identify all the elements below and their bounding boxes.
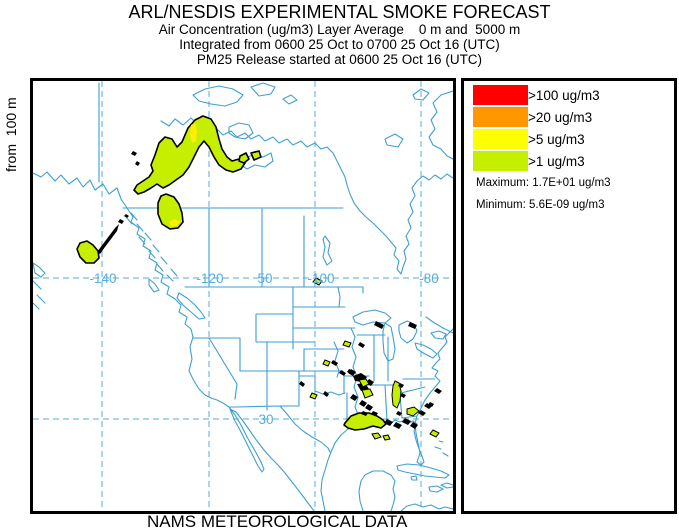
great-lakes (352, 309, 447, 362)
smoke-cluster-arkansas (348, 369, 374, 411)
cuba (396, 463, 450, 479)
smoke-bits-east-of-plume (238, 150, 262, 164)
lon-label-100: -100 (307, 271, 334, 286)
yucatan-central-america (358, 470, 454, 512)
legend-rows: >100 ug/m3 >20 ug/m3 >5 ug/m3 >1 ug/m3 (473, 85, 600, 173)
legend-swatch-orange (473, 107, 528, 127)
header: ARL/NESDIS EXPERIMENTAL SMOKE FORECAST A… (0, 0, 679, 67)
subtitle-release-info: PM25 Release started at 0600 25 Oct 16 (… (196, 52, 483, 67)
legend-swatch-green (473, 151, 528, 171)
legend-maximum: Maximum: 1.7E+01 ug/m3 (476, 177, 611, 189)
swatch-rect (473, 107, 528, 127)
pacific-coastline (32, 171, 315, 512)
smoke-speck-midwest (309, 277, 352, 400)
legend-row: >20 ug/m3 (473, 107, 600, 127)
smoke-plumes (76, 115, 442, 441)
swatch-rect (473, 85, 528, 105)
vancouver-island (176, 292, 206, 320)
smoke-hotspot-teardrop (169, 219, 180, 226)
smoke-plume-louisiana (343, 412, 387, 431)
coastlines (32, 82, 454, 512)
caribbean-islands (410, 440, 454, 493)
smoke-hotspot-nw (190, 123, 197, 143)
haida-gwaii (148, 278, 160, 293)
smoke-contour-streak (97, 224, 119, 254)
legend-row: >100 ug/m3 (473, 85, 600, 105)
lat-label-50: 50 (257, 271, 272, 286)
legend: >100 ug/m3 >20 ug/m3 >5 ug/m3 >1 ug/m3 M… (461, 78, 677, 514)
grid-labels: -140 -120 -100 -80 50 30 (89, 271, 438, 427)
lon-label-120: -120 (196, 271, 223, 286)
lon-label-140: -140 (89, 271, 116, 286)
smoke-contour-specks-gulfcoast (361, 411, 418, 429)
smoke-green-arkansas (358, 378, 374, 399)
legend-label: >1 ug/m3 (528, 154, 585, 169)
gulf-atlantic-coastline (320, 328, 454, 512)
legend-row: >1 ug/m3 (473, 151, 600, 171)
swatch-rect (473, 129, 528, 149)
smoke-plume-se-alaska (76, 240, 100, 264)
arctic-islands (192, 82, 430, 148)
map-canvas: -140 -120 -100 -80 50 30 (32, 81, 454, 512)
legend-label: >20 ug/m3 (528, 110, 593, 125)
st-lawrence-river (425, 316, 454, 334)
alexander-archipelago (126, 212, 178, 282)
page-title: ARL/NESDIS EXPERIMENTAL SMOKE FORECAST (128, 2, 551, 22)
political-borders (98, 82, 436, 453)
swatch-rect (473, 151, 528, 171)
smoke-specks-gulf (371, 429, 440, 441)
legend-row: >5 ug/m3 (473, 129, 600, 149)
arctic-hudson-coastline (160, 116, 454, 275)
smoke-streak-mississippi (391, 380, 420, 417)
legend-swatch-yellow (473, 129, 528, 149)
subtitle-concentration: Air Concentration (ug/m3) Layer Average … (158, 22, 521, 37)
baffin-island-coast (428, 90, 454, 160)
kodiak-islands (32, 262, 46, 310)
us-mexico-border (228, 405, 331, 453)
map-gridlines (33, 81, 453, 511)
smoke-plume-nw-canada (133, 115, 246, 195)
us-canada-border (184, 286, 364, 294)
subtitle-integration-period: Integrated from 0600 25 Oct to 0700 25 O… (179, 37, 500, 52)
legend-minimum: Minimum: 5.6E-09 ug/m3 (476, 199, 605, 211)
left-axis-label: from 100 m (3, 97, 19, 172)
legend-label: >100 ug/m3 (528, 88, 600, 103)
canada-province-borders (122, 207, 344, 288)
legend-swatch-red (473, 85, 528, 105)
smoke-contour-specks-southeast (396, 383, 442, 416)
legend-label: >5 ug/m3 (528, 132, 585, 147)
lon-label-80: -80 (419, 271, 439, 286)
footer-data-source: NAMS METEOROLOGICAL DATA (147, 512, 408, 531)
lat-label-30: 30 (258, 412, 273, 427)
forecast-map: -140 -120 -100 -80 50 30 (30, 78, 456, 514)
